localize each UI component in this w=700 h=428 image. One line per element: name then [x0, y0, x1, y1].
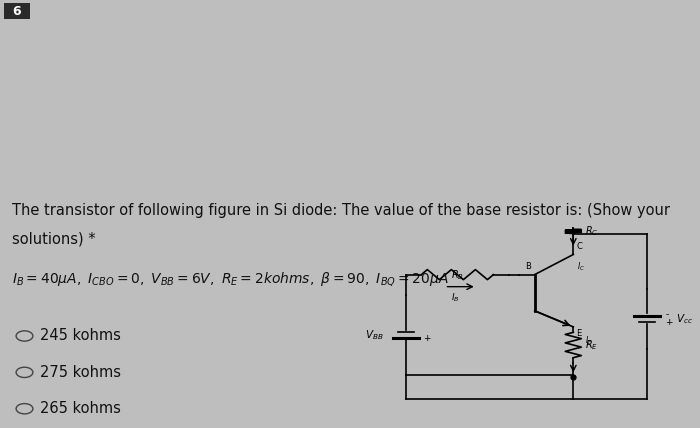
- Text: $V_{BB}$: $V_{BB}$: [365, 328, 384, 342]
- Text: $V_{cc}$: $V_{cc}$: [676, 312, 693, 326]
- Text: $I_C$: $I_C$: [577, 261, 584, 273]
- Text: $I_E$: $I_E$: [584, 335, 592, 347]
- Text: solutions) *: solutions) *: [12, 231, 95, 246]
- Text: +: +: [665, 318, 673, 327]
- Text: The transistor of following figure in Si diode: The value of the base resistor i: The transistor of following figure in Si…: [12, 203, 670, 218]
- Text: $R_B$: $R_B$: [451, 268, 464, 282]
- Text: $I_B = 40\mu A,\ I_{CBO} = 0,\ V_{BB} = 6V,\ R_E = 2kohms,\ \beta = 90,\ I_{BQ} : $I_B = 40\mu A,\ I_{CBO} = 0,\ V_{BB} = …: [12, 270, 449, 288]
- FancyBboxPatch shape: [4, 3, 30, 19]
- Text: C: C: [577, 243, 582, 252]
- Text: $I_B$: $I_B$: [451, 292, 460, 304]
- Text: 245 kohms: 245 kohms: [40, 328, 121, 344]
- Text: 6: 6: [13, 5, 21, 18]
- Text: +: +: [424, 334, 431, 344]
- Text: -: -: [665, 310, 668, 319]
- Text: 275 kohms: 275 kohms: [40, 365, 121, 380]
- Text: E: E: [577, 329, 582, 338]
- Text: 265 kohms: 265 kohms: [40, 401, 121, 416]
- Text: B: B: [525, 262, 531, 270]
- Text: $R_E$: $R_E$: [584, 338, 598, 352]
- Text: $R_C$: $R_C$: [584, 224, 598, 238]
